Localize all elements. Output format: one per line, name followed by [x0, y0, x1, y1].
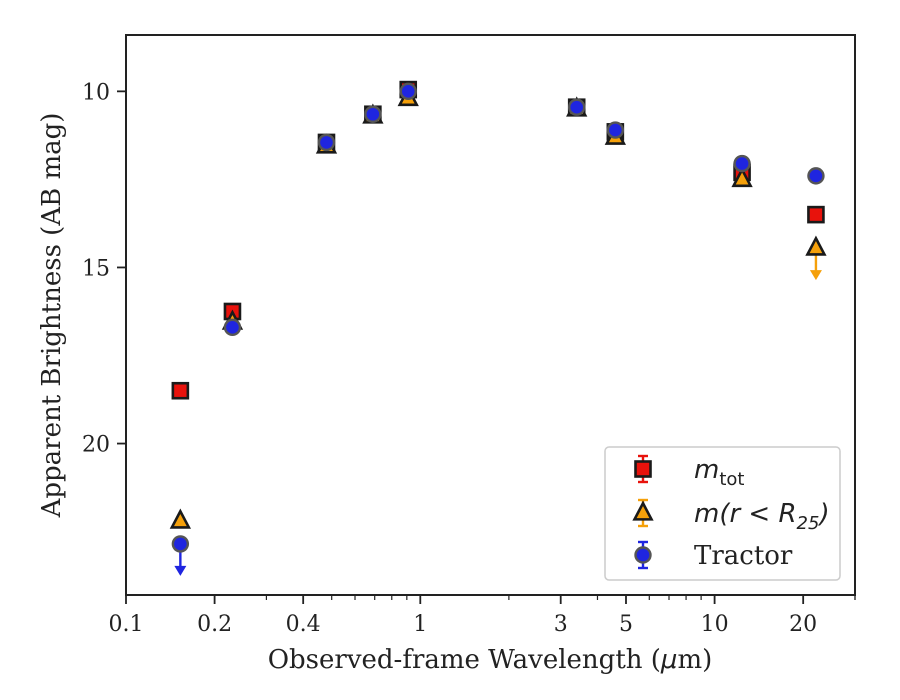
plot-frame — [125, 34, 856, 596]
y-tick-label: 20 — [82, 433, 110, 458]
data-point-tractor — [807, 167, 825, 185]
data-point-mtot — [171, 381, 190, 400]
legend-label-tractor: Tractor — [694, 541, 793, 571]
x-tick-label: 3 — [554, 612, 568, 637]
x-tick-label: 0.4 — [286, 612, 321, 637]
series-tractor — [171, 82, 825, 576]
data-point-tractor — [606, 121, 625, 139]
data-point-tractor — [171, 535, 190, 553]
data-point-tractor — [399, 82, 417, 101]
legend-label-mr25: m(r < R25) — [694, 499, 830, 534]
data-point-tractor — [364, 105, 382, 123]
data-point-mr25 — [805, 235, 827, 256]
y-tick-label: 10 — [82, 80, 110, 105]
legend-item-mtot: mtot — [634, 454, 744, 490]
legend-marker-tractor — [634, 546, 652, 564]
upper-limit-arrow-head — [174, 565, 187, 576]
legend-marker-mr25 — [632, 500, 654, 521]
data-point-mtot — [807, 205, 825, 224]
legend-item-mr25: m(r < R25) — [632, 498, 830, 534]
upper-limit-arrow-head — [809, 270, 822, 281]
x-tick-label: 5 — [619, 612, 633, 637]
data-point-tractor — [733, 154, 751, 173]
legend-frame — [604, 446, 841, 581]
x-axis-label: Observed-frame Wavelength (μm) — [268, 645, 713, 675]
x-tick-label: 0.1 — [109, 612, 144, 637]
legend: mtot m(r < R25) Tractor — [604, 446, 841, 581]
y-axis-ticks: 10 15 20 — [82, 80, 126, 458]
legend-label-mtot: mtot — [694, 455, 744, 490]
data-point-mr25 — [731, 166, 753, 188]
y-axis-label: Apparent Brightness (AB mag) — [37, 113, 67, 519]
x-tick-label: 20 — [789, 612, 817, 637]
legend-item-tractor: Tractor — [634, 540, 793, 571]
data-point-tractor — [317, 133, 336, 152]
x-tick-label: 0.2 — [197, 612, 232, 637]
data-point-mr25 — [169, 508, 192, 529]
y-tick-label: 15 — [82, 256, 110, 281]
plot-marks — [169, 80, 827, 576]
x-tick-label: 10 — [701, 612, 729, 637]
data-point-tractor — [223, 318, 242, 337]
x-tick-label: 1 — [413, 612, 427, 637]
x-axis-ticks: 0.1 0.2 0.4 1 3 5 10 20 — [109, 595, 856, 637]
legend-marker-mtot — [634, 460, 652, 478]
data-point-tractor — [568, 98, 586, 116]
